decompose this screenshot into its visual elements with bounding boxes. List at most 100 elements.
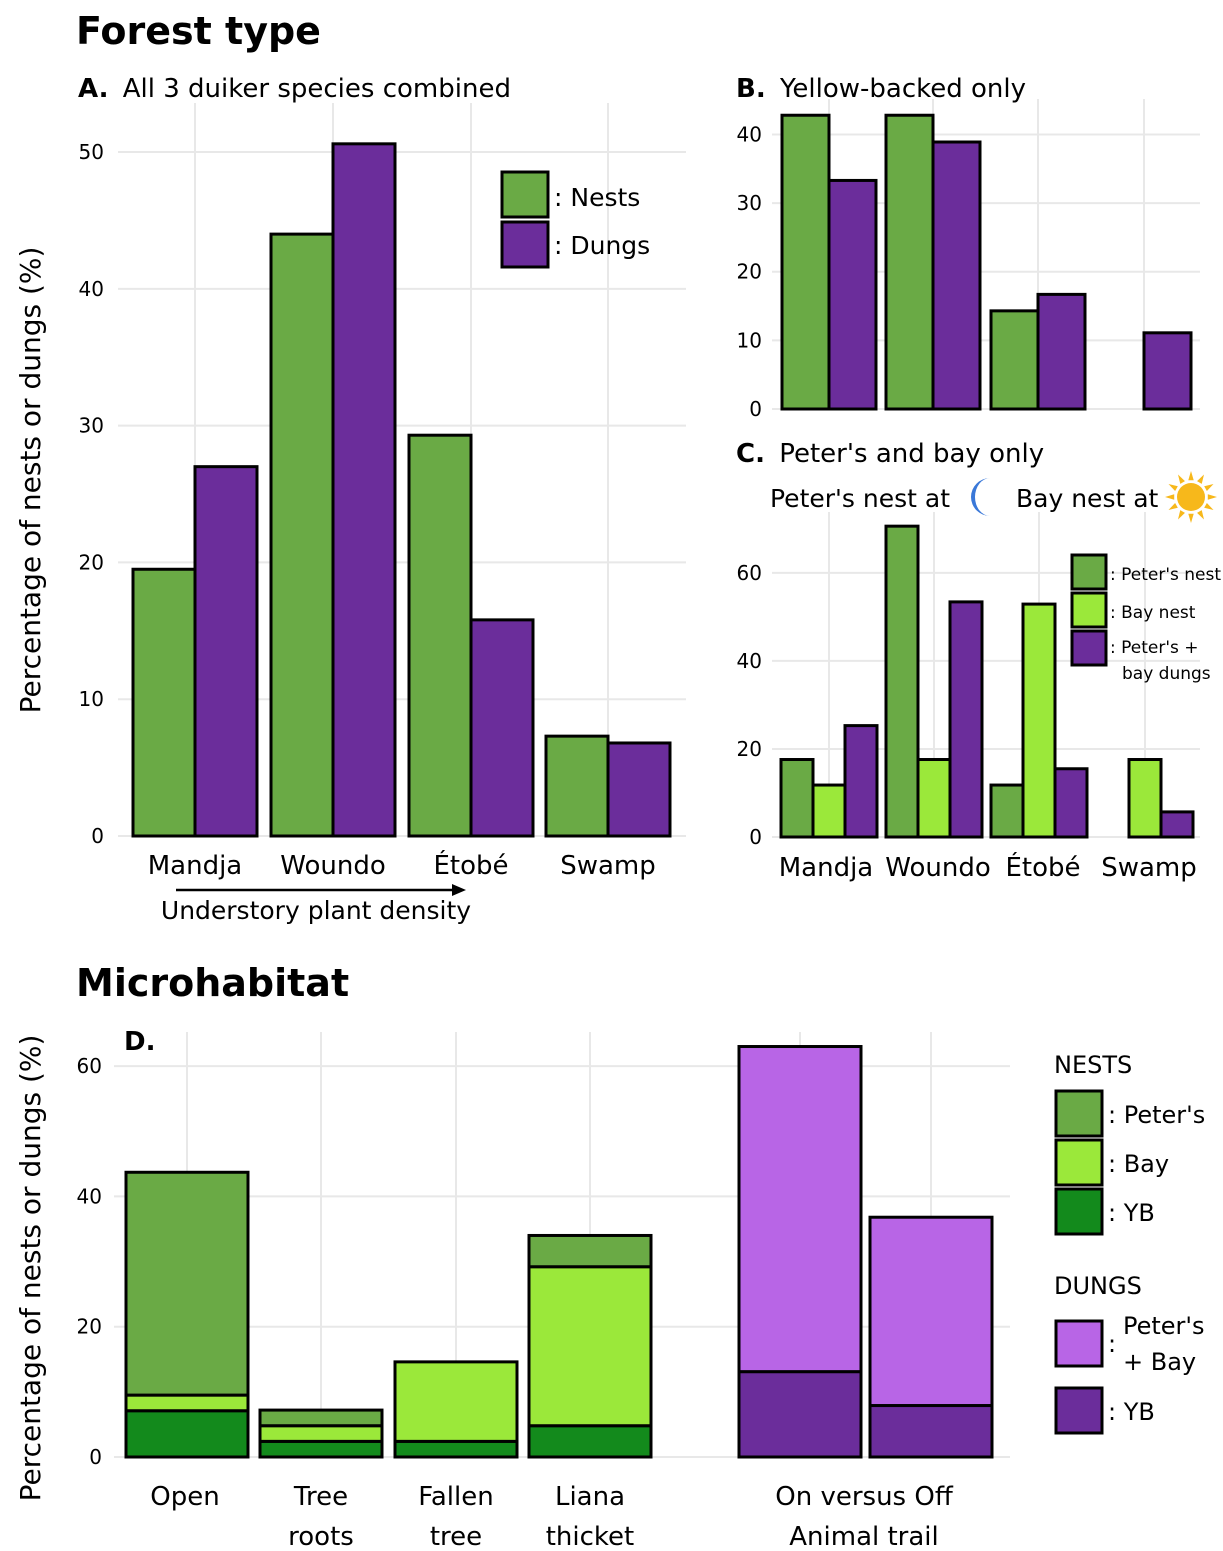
panel-a-title: A. All 3 duiker species combined [78,74,511,104]
y-tick-label: 10 [79,687,104,711]
bar-woundo-s1 [916,758,952,839]
y-tick-label: 30 [737,191,762,215]
bar-mandja-s0 [779,758,815,839]
bar-tob-s1 [1036,292,1087,411]
bar-mandja-s0 [780,113,831,411]
legend-c: : Peter's nest : Bay nest : Peter's + ba… [1070,553,1221,684]
y-axis-label-bottom: Percentage of nests or dungs (%) [14,1035,47,1502]
understory-arrow [176,884,466,896]
bar-tree-roots-nests-peter-s [258,1408,384,1428]
x-tick-label-tob: Étobé [433,849,508,881]
legend-d-bay-swatch [1054,1138,1104,1187]
bar-on-dungs-yb [737,1370,863,1459]
bar-tob-s0 [989,783,1025,839]
sun-ray [1168,503,1178,510]
sun-ray [1178,474,1185,484]
bar-fallen-tree-nests-yb [393,1439,519,1459]
legend-d-yb-nest-label: : YB [1108,1199,1155,1227]
legend-c-bay-nest-swatch [1070,591,1108,629]
bar-swamp-s0 [544,734,610,838]
legend-a: : Nests : Dungs [500,170,650,269]
legend-d-peters-bay-swatch [1054,1319,1104,1368]
bar-liana-thicket-nests-yb [527,1424,653,1459]
panel-a-letter: A. [78,74,108,104]
panel-c-title-text: Peter's and bay only [779,439,1044,469]
y-tick-label: 50 [79,140,104,164]
y-tick-label: 40 [77,1184,102,1208]
x-tick-label-woundo: Woundo [280,851,385,881]
bar-off-dungs-peter-s-bay [868,1215,994,1408]
y-tick-label: 40 [79,277,104,301]
bar-off-dungs-yb [868,1404,994,1459]
bar-mandja-s0 [131,567,197,838]
bar-mandja-s1 [827,178,878,411]
x-tick-label-fallen-tree-0: Fallen [418,1482,493,1512]
panel-b-letter: B. [736,74,766,104]
panel-d-letter: D. [124,1027,155,1057]
x-tick-label-fallen-tree-1: tree [430,1522,482,1551]
x-tick-label-swamp: Swamp [1101,853,1197,883]
sun-ray [1178,510,1185,520]
peters-nest-note: Peter's nest at [770,484,950,513]
bar-woundo-s1 [331,142,397,838]
bar-woundo-s2 [948,600,984,839]
sun-ray [1188,471,1194,481]
x-tick-label-tree-roots-1: roots [288,1522,354,1551]
legend-d-peters-label: : Peter's [1108,1101,1205,1129]
x-tick-label-mandja: Mandja [148,851,243,881]
y-tick-label: 20 [737,737,762,761]
chart-a: 0 10 20 30 40 50 Mandja Woundo Étobé Swamp [79,103,686,881]
sun-core [1177,483,1205,511]
legend-d-yb-dungs-label: : YB [1108,1398,1155,1426]
x-tick-label-woundo: Woundo [885,853,990,883]
bar-open-nests-yb [124,1409,250,1459]
bar-tree-roots-nests-yb [258,1439,384,1459]
understory-label: Understory plant density [161,896,471,925]
legend-d-peters-swatch [1054,1089,1104,1138]
sun-ray [1188,513,1194,523]
moon-icon [971,478,990,516]
bar-swamp-s2 [1159,810,1195,839]
x-tick-label-liana-thicket-0: Liana [555,1482,625,1512]
bar-open-nests-peter-s [124,1170,250,1397]
y-tick-label: 30 [79,414,104,438]
legend-c-bay-nest-label: : Bay nest [1110,603,1196,623]
y-tick-label: 20 [79,550,104,574]
bar-tob-s0 [407,433,473,838]
panel-b-title: B. Yellow-backed only [736,74,1026,104]
legend-d-peters-bay-label-1: Peter's [1123,1312,1205,1340]
bar-swamp-s1 [606,741,672,838]
y-tick-label: 10 [737,328,762,352]
legend-c-peters-nest-swatch [1070,553,1108,591]
legend-d-nests-heading: NESTS [1054,1051,1132,1079]
y-tick-label: 0 [91,824,104,848]
legend-c-dungs-swatch [1070,629,1108,667]
bar-swamp-s1 [1142,331,1193,411]
y-tick-label: 20 [737,260,762,284]
y-tick-label: 60 [737,561,762,585]
x-tick-label-tob: Étobé [1005,851,1080,883]
bar-tob-s2 [1053,767,1089,839]
bar-fallen-tree-nests-bay [393,1360,519,1443]
trail-label-line-1: On versus Off [775,1482,954,1512]
legend-a-nests-swatch [500,170,550,219]
bar-mandja-s1 [193,465,259,838]
legend-d-bay-label: : Bay [1108,1150,1169,1178]
bar-woundo-s0 [269,232,335,838]
y-tick-label: 0 [89,1445,102,1469]
y-tick-label: 40 [737,649,762,673]
bar-woundo-s0 [884,113,935,411]
legend-d-colon: : [1108,1330,1116,1358]
chart-c: 0 20 40 60 Mandja Woundo Étobé Swamp [737,512,1200,883]
sun-icon [1165,471,1217,523]
legend-a-nests-label: : Nests [554,183,640,212]
bar-tob-s1 [1021,602,1057,839]
chart-d: 0 20 40 60 Open Tree roots Fallen tree Liana thick… [77,1032,1010,1551]
bar-swamp-s1 [1127,758,1163,839]
sun-ray [1207,494,1217,500]
panel-c-letter: C. [736,439,765,469]
x-tick-label-tree-roots-0: Tree [293,1482,348,1512]
legend-d-yb-dungs-swatch [1054,1386,1104,1435]
bar-mandja-s1 [811,783,847,839]
